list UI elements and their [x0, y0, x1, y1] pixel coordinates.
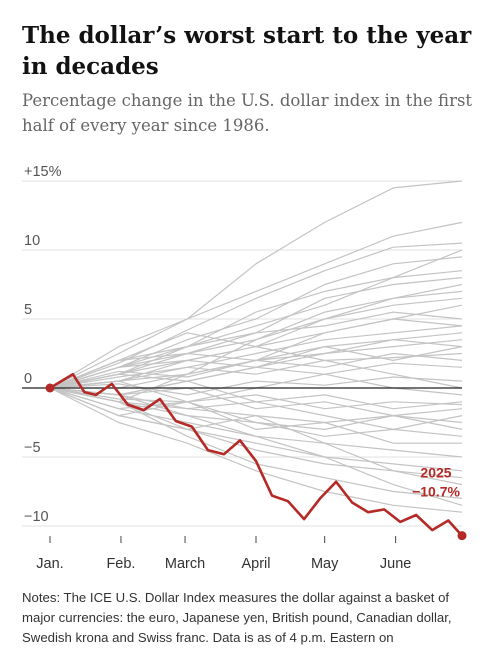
- background-series-line: [49, 352, 463, 389]
- background-series: [49, 180, 463, 513]
- highlight-series-group: [45, 372, 467, 541]
- highlight-series-line: [48, 372, 464, 538]
- x-tick-label: Feb.: [106, 556, 135, 572]
- end-label-year: 2025: [420, 465, 451, 481]
- y-tick-label: 0: [24, 371, 32, 387]
- background-series-line: [49, 362, 463, 396]
- chart-notes: Notes: The ICE U.S. Dollar Index measure…: [22, 590, 452, 645]
- end-label-group: 2025 −10.7%: [412, 465, 460, 500]
- background-series-line: [49, 242, 463, 389]
- chart-subtitle: Percentage change in the U.S. dollar ind…: [22, 91, 473, 135]
- y-tick-label: +15%: [24, 164, 62, 180]
- y-tick-label: −10: [24, 509, 49, 525]
- y-tick-label: 5: [24, 302, 32, 318]
- y-axis-ticks: −10 −5 0 5 10 +15%: [24, 164, 62, 525]
- background-series-line: [49, 339, 463, 389]
- x-tick-label: Jan.: [36, 556, 63, 572]
- x-tick-label: April: [241, 556, 270, 572]
- background-series-line: [49, 387, 463, 513]
- chart-title: The dollar’s worst start to the year in …: [22, 22, 472, 80]
- background-series-line: [49, 180, 463, 389]
- background-series-line: [49, 376, 463, 396]
- end-label-value: −10.7%: [412, 484, 460, 500]
- end-point: [457, 531, 467, 541]
- x-tick-label: March: [165, 556, 205, 572]
- background-series-line: [49, 373, 463, 410]
- x-tick-label: May: [311, 556, 339, 572]
- background-series-line: [49, 297, 463, 389]
- background-series-line: [49, 380, 462, 444]
- background-series-line: [49, 221, 463, 389]
- background-series-line: [49, 387, 463, 410]
- background-series-line: [49, 311, 463, 389]
- x-tick-label: June: [380, 556, 411, 572]
- x-axis-ticks: Jan. Feb. March April May June: [36, 536, 411, 572]
- y-tick-label: 10: [24, 233, 40, 249]
- start-point: [45, 383, 55, 393]
- background-series-line: [49, 277, 463, 389]
- background-series-line: [49, 387, 463, 506]
- y-tick-label: −5: [24, 440, 41, 456]
- background-series-line: [49, 270, 463, 389]
